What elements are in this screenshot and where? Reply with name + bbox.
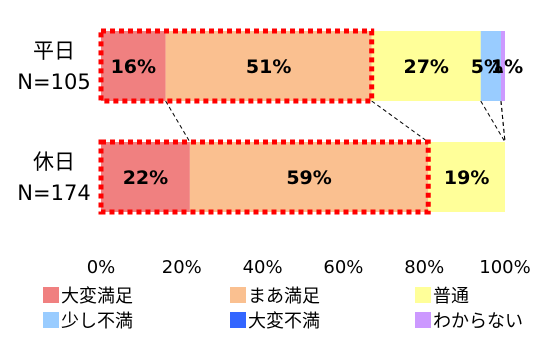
x-tick-label: 40% — [243, 257, 283, 278]
x-tick-label: 0% — [87, 257, 116, 278]
bar-segment — [480, 31, 501, 101]
legend-swatch — [230, 312, 246, 328]
bar-segment — [189, 142, 429, 212]
legend-swatch — [415, 287, 431, 303]
legend-label: 大変満足 — [61, 286, 133, 307]
connector-line — [165, 100, 191, 143]
connector-line — [371, 100, 429, 143]
legend-label: わからない — [433, 311, 523, 332]
data-label: 1% — [491, 56, 523, 78]
data-label: 27% — [403, 56, 448, 78]
x-tick-label: 80% — [404, 257, 444, 278]
bar-segment — [371, 31, 481, 101]
highlight-box — [98, 139, 431, 215]
legend-label: 少し不満 — [61, 311, 133, 332]
x-tick-label: 20% — [162, 257, 202, 278]
legend-swatch — [415, 312, 431, 328]
bars — [101, 31, 505, 212]
highlight-box — [98, 28, 375, 104]
connector-line — [480, 100, 506, 143]
segment-labels: 16% 51% 27% 5%1% 22% 59% 19% — [111, 56, 524, 189]
x-axis: 0% 20% 40% 60% 80% 100% — [87, 257, 531, 278]
x-tick-label: 60% — [323, 257, 363, 278]
legend-swatch — [43, 287, 59, 303]
data-label: 51% — [246, 56, 291, 78]
legend-swatch — [43, 312, 59, 328]
sample-size-label: N=174 — [17, 181, 90, 205]
data-label: 22% — [123, 167, 168, 189]
connector-line — [500, 100, 506, 143]
legend-label: まあ満足 — [248, 286, 320, 307]
legend-label: 大変不満 — [248, 311, 320, 332]
connector-lines — [165, 100, 506, 143]
data-label: 59% — [286, 167, 331, 189]
sample-size-label: N=105 — [17, 70, 90, 94]
bar-segment — [101, 142, 190, 212]
data-label: 16% — [111, 56, 156, 78]
bar-segment — [165, 31, 372, 101]
bar-segment — [428, 142, 505, 212]
x-tick-label: 100% — [479, 257, 530, 278]
category-labels: 平日 N=105 休日 N=174 — [17, 39, 90, 205]
data-label: 19% — [444, 167, 489, 189]
category-label: 休日 — [33, 150, 75, 174]
legend-swatch — [230, 287, 246, 303]
highlight-boxes — [98, 28, 431, 215]
category-label: 平日 — [33, 39, 75, 63]
bar-segment — [500, 31, 505, 101]
bar-segment — [101, 31, 166, 101]
data-label: 5% — [471, 56, 503, 78]
legend-label: 普通 — [433, 286, 469, 307]
